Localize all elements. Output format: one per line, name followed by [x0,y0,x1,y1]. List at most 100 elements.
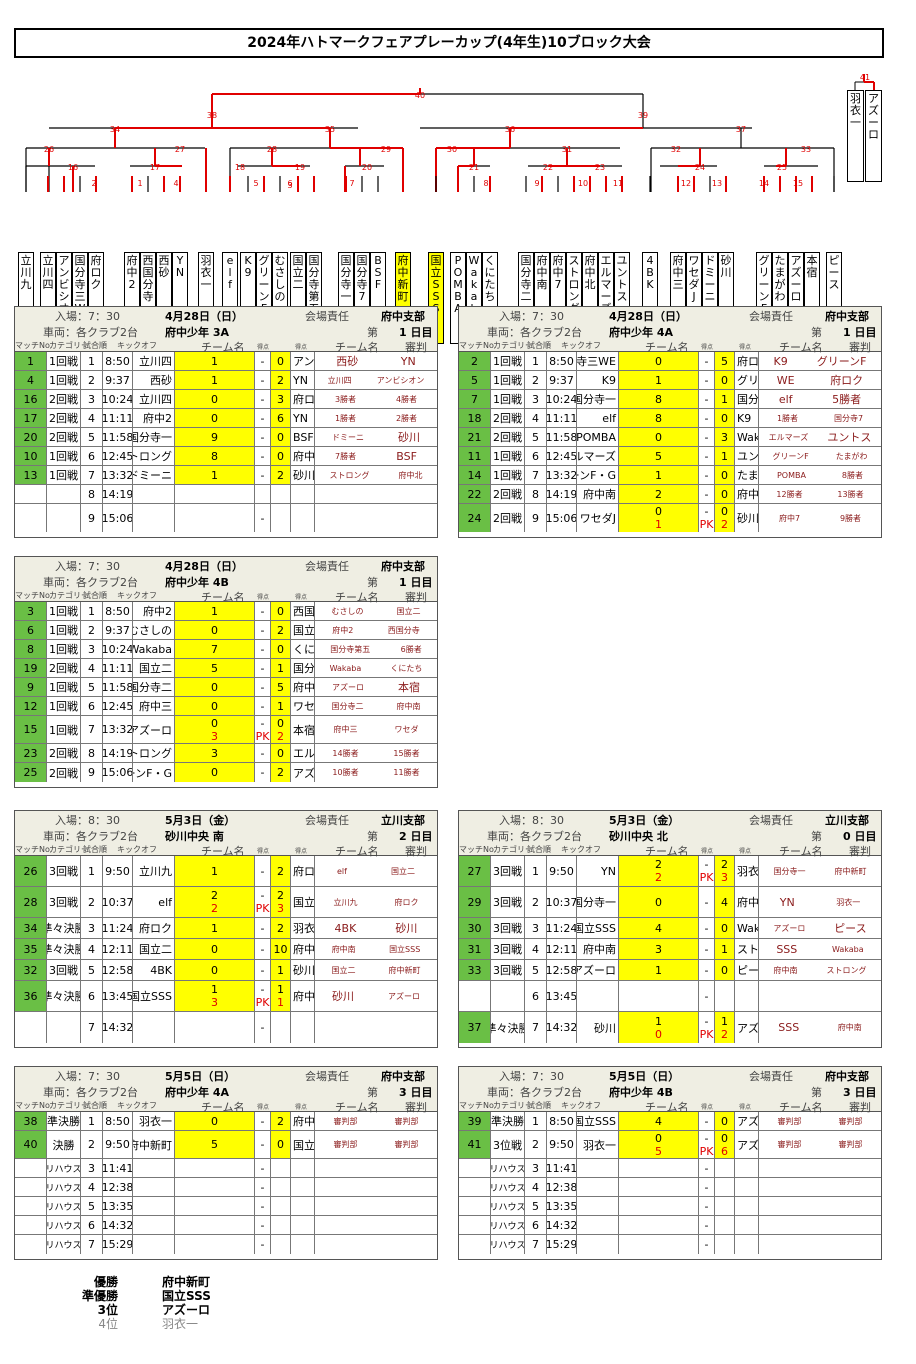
kickoff-time: 13:32 [547,466,577,484]
table-row: 32 3回戦 5 12:58 4BK 0-1 砂川 国立二 府中新町 [15,960,437,981]
score-separator: - PK [255,981,271,1011]
day-number: 0 日目 [843,830,877,843]
referees: ストロング 府中北 [329,470,423,480]
kickoff-time: 9:37 [103,371,133,389]
match-order: 3 [81,640,103,658]
match-order: 4 [81,409,103,427]
match-order: 7 [81,716,103,743]
match-number: 32 [671,145,681,154]
kickoff-time: 11:11 [547,409,577,427]
match-order: 3 [81,1159,103,1177]
match-number [459,1178,491,1196]
table-row: リハウス 5 13:35 - [15,1197,437,1216]
table-subheader: 車両：各クラブ2台 府中少年 4B 第 1 日目 [15,573,437,589]
away-team: アズーロ [291,763,315,782]
away-score: 10 [271,939,291,959]
away-score [271,1216,291,1234]
col-points-home: 得点 [257,1104,270,1111]
table-row: リハウス 7 15:29 - [15,1235,437,1254]
category: 準々決勝 [47,918,81,938]
col-order: 試合順 [83,845,107,854]
referees [759,1159,881,1177]
match-number: 22 [459,485,491,503]
match-number: 24 [459,504,491,532]
home-team: ドミーニ [133,466,175,484]
match-number: 14 [459,466,491,484]
referees [315,1216,437,1234]
away-team: YN [291,409,315,427]
match-order: 4 [525,409,547,427]
away-score: 0 [715,409,735,427]
away-team: BSF [291,428,315,446]
referees: 10勝者 11勝者 [332,768,420,777]
home-team: グリーンF・G [133,763,175,782]
score-separator: - [255,428,271,446]
vehicle-label: 車両：各クラブ2台 [487,830,582,843]
match-order: 7 [525,1012,547,1043]
home-score [619,1197,699,1215]
category [47,1012,81,1043]
home-score: 0 [175,1112,255,1130]
category: 1回戦 [491,371,525,389]
home-team: 府中2 [133,602,175,620]
referees [759,1197,881,1215]
score-separator: - PK [699,504,715,532]
day-prefix: 第 [367,830,378,843]
category: リハウス [491,1197,525,1215]
match-number: 6 [287,179,292,188]
category: 1回戦 [47,371,81,389]
match-order: 6 [81,697,103,715]
venue-name: 府中少年 4A [165,1086,229,1099]
match-number: 13 [712,179,722,188]
score-separator: - [255,1131,271,1158]
away-score: 0 [271,602,291,620]
kickoff-time: 12:45 [547,447,577,465]
referees [315,1159,437,1177]
category: 2回戦 [47,390,81,408]
score-separator: - [699,371,715,389]
match-number [15,1012,47,1043]
referees [315,485,437,503]
home-score: 0 [175,697,255,715]
away-score: 2 [271,466,291,484]
away-team: アンビシオン [291,352,315,370]
kickoff-time: 10:37 [547,887,577,917]
away-team: 国分寺7 [735,390,759,408]
table-row: リハウス 5 13:35 - [459,1197,881,1216]
match-order: 6 [525,1216,547,1234]
score-separator: - [255,939,271,959]
away-team [291,485,315,503]
venue-resp: 府中支部 [825,1070,869,1083]
category: 決勝 [47,1131,81,1158]
score-separator: - [255,447,271,465]
home-team: 立川四 [133,352,175,370]
col-points-away: 得点 [295,594,308,601]
venue-resp-label: 会場責任 [749,1070,793,1083]
match-schedule-table: 入場：7：30 4月28日（日） 会場責任 府中支部 車両：各クラブ2台 府中少年 4B 第… [14,556,438,788]
score-separator: - [699,1178,715,1196]
home-score: 7 [175,640,255,658]
referees: 国分寺第五 6勝者 [330,644,422,654]
day-prefix: 第 [811,830,822,843]
col-team-away: チーム名 [335,341,379,354]
category: 1回戦 [47,640,81,658]
referees [315,1197,437,1215]
kickoff-time: 13:35 [547,1197,577,1215]
score-separator [255,485,271,503]
kickoff-time: 8:50 [103,1112,133,1130]
day-prefix: 第 [367,326,378,339]
col-order: 試合順 [527,341,551,350]
match-number: 16 [68,163,78,172]
kickoff-time: 14:32 [103,1012,133,1043]
away-score [715,1216,735,1234]
vehicle-label: 車両：各クラブ2台 [43,576,138,589]
match-number: 22 [543,163,553,172]
referees [315,1012,437,1043]
away-team: 羽衣一 [291,918,315,938]
